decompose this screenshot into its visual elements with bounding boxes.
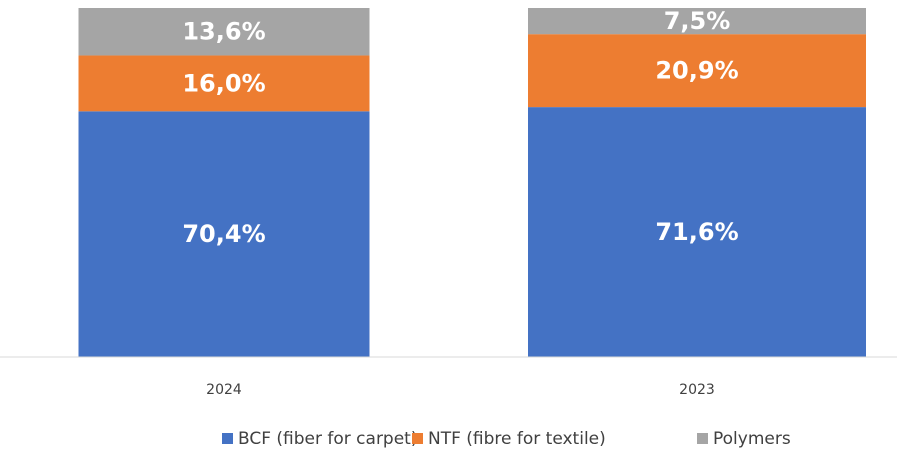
legend-label: NTF (fibre for textile) (428, 429, 606, 449)
legend-swatch (412, 433, 423, 444)
legend-swatch (697, 433, 708, 444)
value-label: 13,6% (182, 18, 265, 46)
value-label: 20,9% (655, 57, 738, 85)
bar-segment (528, 107, 866, 357)
value-label: 16,0% (182, 69, 265, 97)
x-tick-label: 2024 (206, 382, 242, 398)
value-label: 71,6% (655, 218, 738, 246)
bar-segment (528, 8, 866, 35)
bar-segment (528, 34, 866, 108)
legend-label: Polymers (713, 429, 791, 449)
legend-swatch (222, 433, 233, 444)
legend-label: BCF (fiber for carpet) (238, 429, 417, 449)
value-label: 70,4% (182, 220, 265, 248)
value-label: 7,5% (664, 7, 731, 35)
x-tick-label: 2023 (679, 382, 715, 398)
bar-segment (78, 8, 370, 56)
bar-segment (78, 111, 370, 357)
bar-segment (78, 55, 370, 112)
